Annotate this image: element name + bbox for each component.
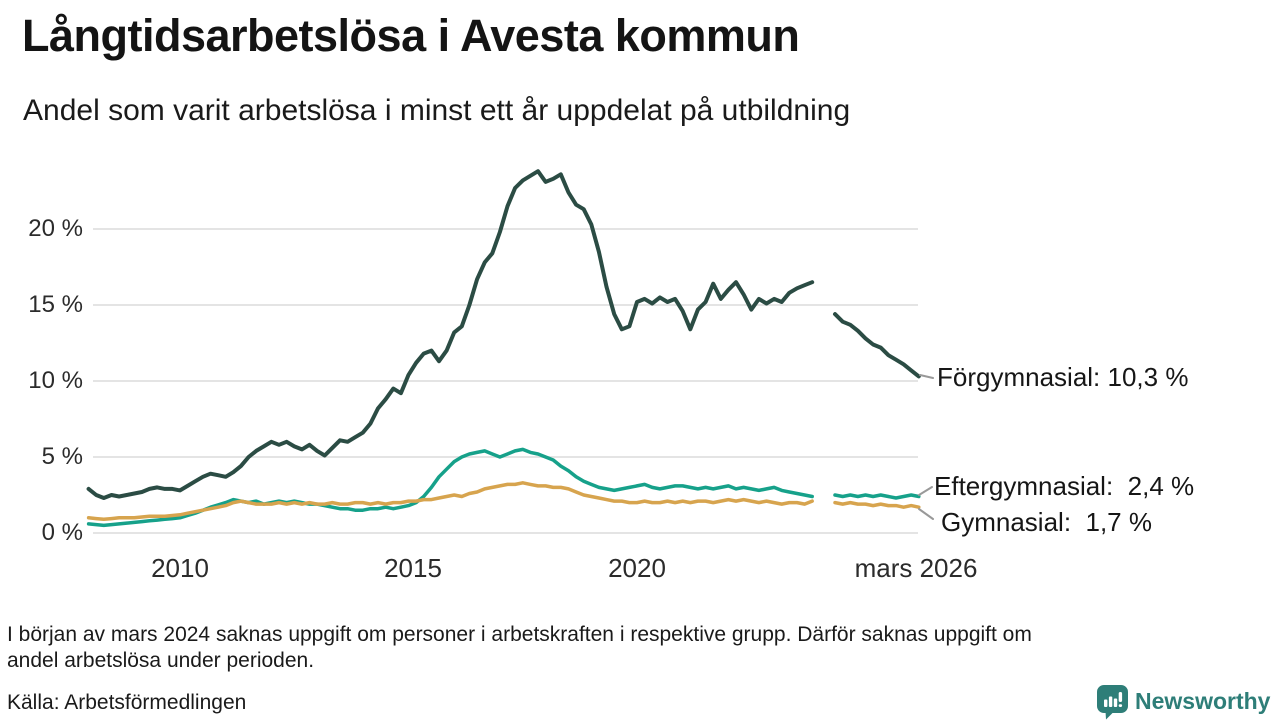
page-title: Långtidsarbetslösa i Avesta kommun xyxy=(22,10,800,61)
series-end-label-eftergymnasial: Eftergymnasial: 2,4 % xyxy=(934,471,1195,501)
y-axis-tick-5: 5 % xyxy=(41,443,83,470)
y-axis-tick-0: 0 % xyxy=(41,519,83,546)
footnote-line-1: I början av mars 2024 saknas uppgift om … xyxy=(7,623,1032,646)
footnote-line-2: andel arbetslösa under perioden. xyxy=(7,649,315,672)
newsworthy-speech-bubble-icon xyxy=(1097,685,1128,720)
series-end-label-gymnasial: Gymnasial: 1,7 % xyxy=(941,507,1152,537)
y-axis-tick-10: 10 % xyxy=(28,367,83,394)
newsworthy-logo: Newsworthy xyxy=(1097,685,1270,720)
x-axis-tick-2020: 2020 xyxy=(608,553,666,583)
y-axis-tick-20: 20 % xyxy=(28,215,83,242)
series-end-label-forgymnasial: Förgymnasial: 10,3 % xyxy=(937,362,1189,392)
newsworthy-logo-text: Newsworthy xyxy=(1135,688,1271,714)
x-axis-tick-2015: 2015 xyxy=(384,553,442,583)
source-credit: Källa: Arbetsförmedlingen xyxy=(7,691,247,714)
x-axis-tick-2010: 2010 xyxy=(151,553,209,583)
chart-subtitle: Andel som varit arbetslösa i minst ett å… xyxy=(23,94,851,127)
y-axis-tick-15: 15 % xyxy=(28,291,83,318)
x-axis-tick-mars-2026: mars 2026 xyxy=(854,553,978,583)
